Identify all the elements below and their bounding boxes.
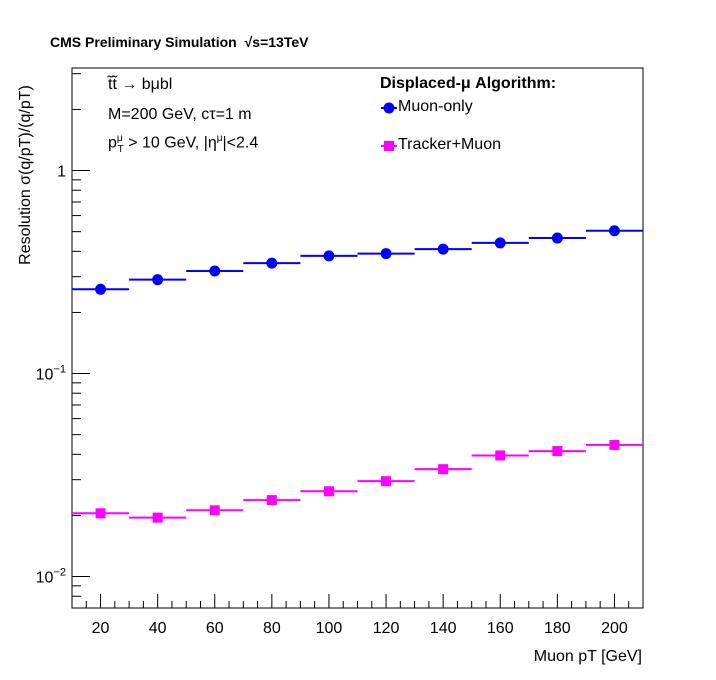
x-tick-label: 200 <box>601 620 628 637</box>
legend-marker-muon-only <box>383 102 395 114</box>
tracker-muon-point <box>266 495 277 506</box>
x-tick-label: 100 <box>316 620 343 637</box>
legend-label-muon-only: Muon-only <box>398 98 473 115</box>
tracker-muon-point <box>438 464 449 475</box>
legend-marker-tracker-muon <box>384 141 394 151</box>
tracker-muon-point <box>152 512 163 523</box>
cut-eta-rest: |<2.4 <box>222 134 259 152</box>
x-tick-label: 60 <box>206 620 224 637</box>
cut-eta-sup: μ <box>216 133 223 144</box>
muon-only-point <box>323 250 335 262</box>
tracker-muon-point <box>552 446 563 457</box>
y-axis-label: Resolution σ(q/pT)/(q/pT) <box>17 85 34 265</box>
x-tick-label: 180 <box>544 620 571 637</box>
muon-only-point <box>209 265 221 277</box>
chart-header: CMS Preliminary Simulation √s=13TeV <box>50 34 308 50</box>
muon-only-point <box>380 248 392 260</box>
tracker-muon-point <box>323 486 334 497</box>
muon-only-point <box>266 257 278 269</box>
tracker-muon-point <box>609 439 620 450</box>
cut-pt-sub: T <box>117 143 124 155</box>
axes-layer: 20 40 60 80 100 120 140 160 180 200 10−2 10−1 1 <box>36 67 644 637</box>
muon-only-point <box>494 237 506 249</box>
x-tick-label: 140 <box>430 620 457 637</box>
y-tick-label: 10−2 <box>36 567 66 587</box>
legend-title: Displaced-μ Algorithm: <box>380 75 557 92</box>
x-tick-label: 40 <box>149 620 167 637</box>
muon-only-point <box>608 225 620 237</box>
x-tick-label: 20 <box>92 620 110 637</box>
muon-only-point <box>95 283 107 295</box>
y-tick-label: 1 <box>57 164 66 181</box>
y-tick-label: 10−1 <box>36 364 66 384</box>
muon-only-point <box>551 232 563 244</box>
muon-only-point <box>437 243 449 255</box>
x-axis-label: Muon pT [GeV] <box>533 648 642 665</box>
x-tick-label: 80 <box>263 620 281 637</box>
cut-pt-sup: μ <box>116 133 123 144</box>
tracker-muon-point <box>95 508 106 519</box>
legend-marks <box>381 102 397 151</box>
x-tick-label: 160 <box>487 620 514 637</box>
header-text: CMS Preliminary Simulation <box>50 34 237 50</box>
header-energy: √s=13TeV <box>244 34 309 50</box>
info-cuts: pμT > 10 GeV, |ημ|<2.4 <box>108 133 258 155</box>
x-tick-label: 120 <box>373 620 400 637</box>
tracker-muon-point <box>209 505 220 516</box>
info-params: M=200 GeV, cτ=1 m <box>108 106 252 123</box>
info-process: t̃t̃ → bμbl <box>108 76 173 93</box>
cut-pt-prefix: p <box>108 134 117 152</box>
tracker-muon-point <box>495 450 506 461</box>
legend-label-tracker-muon: Tracker+Muon <box>398 136 501 153</box>
tracker-muon-point <box>381 476 392 487</box>
muon-only-point <box>152 274 164 286</box>
cut-pt-rest: > 10 GeV, |η <box>123 134 217 152</box>
series-layer <box>72 225 643 523</box>
